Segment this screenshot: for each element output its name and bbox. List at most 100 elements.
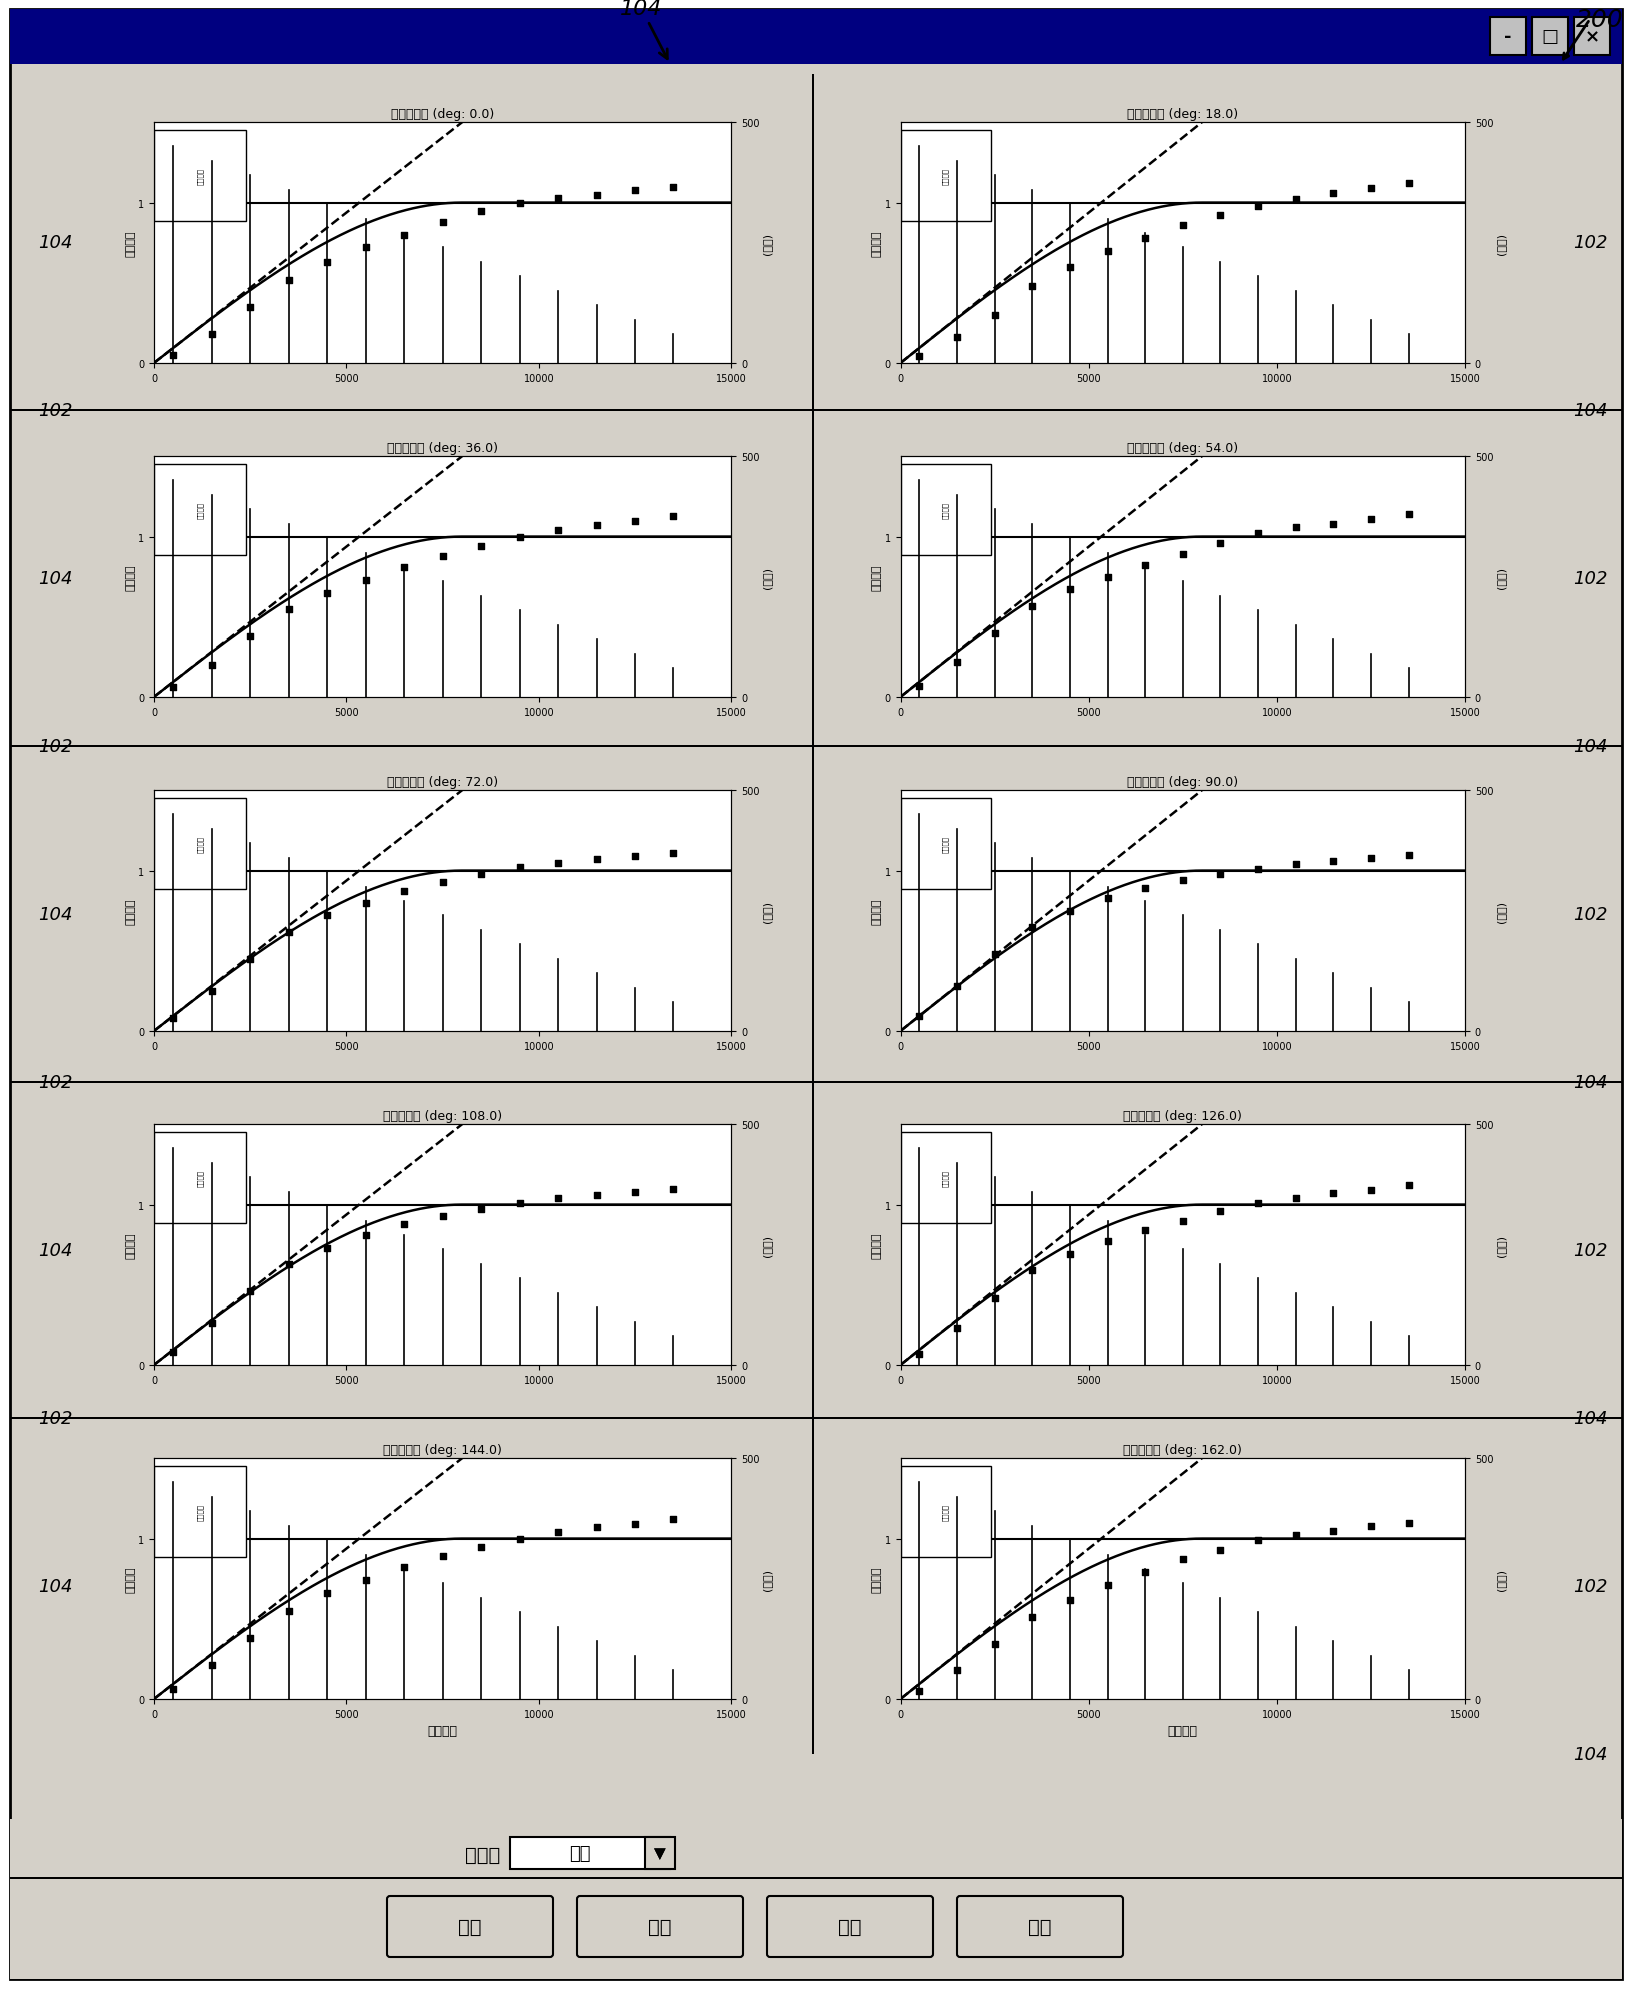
Point xyxy=(392,1551,418,1583)
Point xyxy=(661,501,687,533)
Point xyxy=(1170,1205,1196,1237)
Point xyxy=(429,1541,455,1573)
Text: ×: × xyxy=(1585,28,1599,46)
Point xyxy=(160,1337,186,1368)
Text: 102: 102 xyxy=(38,1410,72,1428)
Point xyxy=(943,1313,969,1345)
Text: 确认: 确认 xyxy=(459,1917,481,1935)
Point xyxy=(313,901,339,933)
Point xyxy=(1020,911,1046,943)
Point xyxy=(1358,173,1384,205)
Point xyxy=(1095,1225,1121,1257)
Point xyxy=(1283,185,1309,217)
Point xyxy=(1058,1239,1084,1271)
Title: 水平变差图 (deg: 90.0): 水平变差图 (deg: 90.0) xyxy=(1128,776,1239,788)
Point xyxy=(1058,575,1084,607)
Point xyxy=(943,971,969,1002)
Text: 帮助: 帮助 xyxy=(1028,1917,1051,1935)
Point xyxy=(1320,1516,1346,1547)
Title: 水平变差图 (deg: 18.0): 水平变差图 (deg: 18.0) xyxy=(1128,107,1239,121)
Point xyxy=(1283,849,1309,881)
Point xyxy=(392,875,418,907)
Y-axis label: 半变差图: 半变差图 xyxy=(126,231,135,257)
Point xyxy=(353,233,379,265)
Point xyxy=(199,1307,225,1339)
FancyBboxPatch shape xyxy=(901,463,991,555)
Point xyxy=(1395,499,1421,531)
X-axis label: 滞后间隔: 滞后间隔 xyxy=(1169,1724,1198,1736)
Point xyxy=(906,342,932,374)
Point xyxy=(468,195,494,227)
Point xyxy=(506,521,532,553)
Point xyxy=(1170,1543,1196,1575)
Point xyxy=(622,841,648,873)
Point xyxy=(1395,1170,1421,1201)
Point xyxy=(1020,591,1046,623)
Bar xyxy=(1532,18,1568,56)
Bar xyxy=(10,746,1622,748)
Y-axis label: 半变差图: 半变差图 xyxy=(126,565,135,591)
Point xyxy=(1208,201,1234,233)
Point xyxy=(1208,1534,1234,1565)
FancyBboxPatch shape xyxy=(153,1132,246,1223)
Point xyxy=(276,593,302,625)
Point xyxy=(1245,191,1271,223)
Point xyxy=(313,577,339,609)
Point xyxy=(1395,839,1421,871)
Point xyxy=(506,1187,532,1219)
Point xyxy=(199,1649,225,1681)
Point xyxy=(237,621,263,652)
Point xyxy=(661,1504,687,1536)
Text: 104: 104 xyxy=(1573,402,1608,420)
Point xyxy=(237,1623,263,1655)
Title: 水平变差图 (deg: 72.0): 水平变差图 (deg: 72.0) xyxy=(387,776,498,788)
Point xyxy=(1133,873,1159,905)
Point xyxy=(1358,503,1384,535)
Point xyxy=(160,1673,186,1705)
Point xyxy=(1095,561,1121,593)
Text: 半变差图: 半变差图 xyxy=(197,167,204,185)
Point xyxy=(906,1675,932,1707)
Y-axis label: 半变差图: 半变差图 xyxy=(871,1565,881,1591)
Text: 半变差图: 半变差图 xyxy=(197,1504,204,1520)
Point xyxy=(468,531,494,563)
Point xyxy=(1058,253,1084,284)
Y-axis label: (对对): (对对) xyxy=(762,1233,772,1255)
Point xyxy=(1358,1175,1384,1207)
Point xyxy=(1320,509,1346,541)
Y-axis label: 半变差图: 半变差图 xyxy=(871,231,881,257)
Point xyxy=(1020,271,1046,302)
Y-axis label: 半变差图: 半变差图 xyxy=(871,565,881,591)
Point xyxy=(1170,211,1196,243)
Y-axis label: (对对): (对对) xyxy=(1497,1233,1506,1255)
Point xyxy=(1095,235,1121,267)
Text: 102: 102 xyxy=(1573,569,1608,587)
Text: 104: 104 xyxy=(38,235,72,253)
Title: 水平变差图 (deg: 144.0): 水平变差图 (deg: 144.0) xyxy=(384,1444,503,1456)
Text: 104: 104 xyxy=(1573,1074,1608,1092)
Point xyxy=(1358,843,1384,875)
Point xyxy=(622,505,648,537)
Point xyxy=(1170,539,1196,571)
Y-axis label: 半变差图: 半变差图 xyxy=(126,897,135,925)
Text: ▼: ▼ xyxy=(654,1846,666,1860)
Text: 200: 200 xyxy=(1577,8,1624,32)
FancyBboxPatch shape xyxy=(901,131,991,223)
Point xyxy=(1095,883,1121,915)
Point xyxy=(237,943,263,975)
Point xyxy=(545,1183,571,1215)
Point xyxy=(276,1249,302,1281)
Title: 水平变差图 (deg: 108.0): 水平变差图 (deg: 108.0) xyxy=(384,1110,503,1122)
Point xyxy=(906,1339,932,1370)
Point xyxy=(313,1233,339,1265)
Title: 水平变差图 (deg: 36.0): 水平变差图 (deg: 36.0) xyxy=(387,442,498,455)
Text: 半变差图: 半变差图 xyxy=(197,1170,204,1185)
Point xyxy=(160,340,186,372)
Y-axis label: (对对): (对对) xyxy=(1497,1567,1506,1589)
Point xyxy=(468,859,494,891)
Text: 半变差图: 半变差图 xyxy=(942,1170,950,1185)
Point xyxy=(981,617,1007,648)
Point xyxy=(429,541,455,573)
Point xyxy=(237,292,263,324)
Point xyxy=(981,300,1007,332)
